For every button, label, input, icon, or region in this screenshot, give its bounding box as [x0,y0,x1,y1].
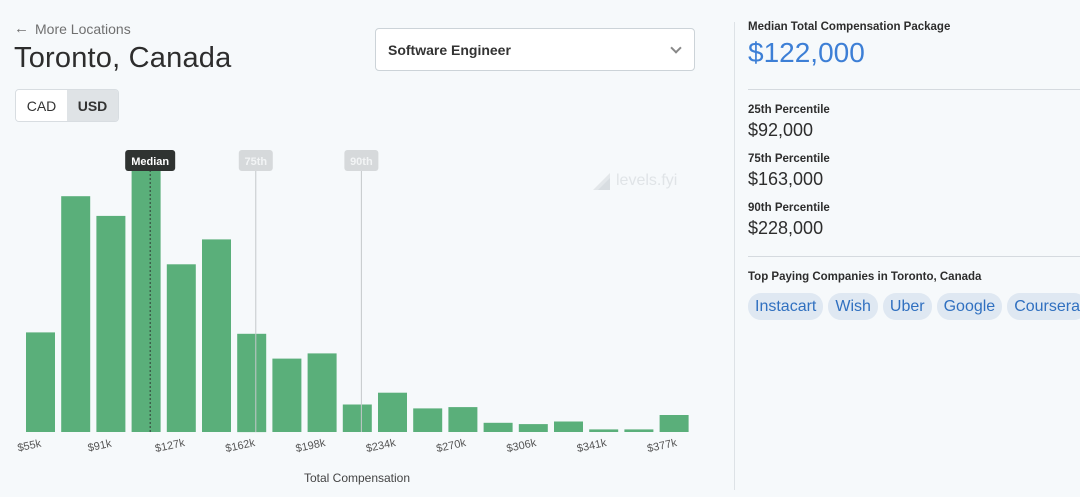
p25-value: $92,000 [748,120,814,140]
company-chip[interactable]: Instacart [748,293,824,320]
x-tick-label: $341k [576,437,608,455]
histogram-bar[interactable] [518,424,548,432]
currency-toggle: CAD USD [15,89,119,122]
companies-list: Instacart Wish Uber Google Coursera [748,293,1080,320]
histogram-bar[interactable] [202,239,231,432]
histogram-bar[interactable] [307,353,337,432]
top-companies-label: Top Paying Companies in Toronto, Canada [748,271,982,283]
histogram-bar[interactable] [272,358,302,432]
watermark: levels.fyi [593,172,677,190]
currency-usd-button[interactable]: USD [67,90,118,121]
histogram-bar[interactable] [166,264,196,432]
page-title: Toronto, Canada [14,42,232,74]
company-chip[interactable]: Coursera [1007,293,1080,320]
panel-divider [734,22,735,490]
x-tick-label: $162k [224,437,256,455]
back-link-label: More Locations [35,20,131,37]
compensation-histogram: Median 75th 90th $55k $91k $127k $162k $198k $2… [16,150,689,485]
x-axis-label: Total Compensation [304,471,410,485]
p75-value: $163,000 [748,169,824,189]
percentile-badge-label: Median [131,156,169,168]
job-title-select[interactable]: Software Engineer [375,28,695,71]
percentile-badge [344,150,379,171]
x-tick-label: $127k [154,437,186,455]
histogram-bar[interactable] [413,408,443,432]
histogram-bar[interactable] [342,404,372,433]
p90-value: $228,000 [748,218,824,238]
x-tick-label: $234k [365,437,397,455]
x-tick-label: $306k [506,437,538,455]
histogram-bar[interactable] [378,392,407,432]
histogram-bar[interactable] [624,429,654,432]
x-tick-label: $55k [16,438,42,455]
watermark-text: levels.fyi [616,172,678,189]
x-tick-label: $270k [435,437,467,455]
percentile-badge [125,150,176,171]
percentile-badge [238,150,273,171]
histogram-bar[interactable] [131,170,161,432]
histogram-bar[interactable] [659,415,689,432]
histogram-bar[interactable] [448,407,478,432]
p90-label: 90th Percentile [748,202,830,214]
x-tick-label: $91k [87,438,113,455]
histogram-bar[interactable] [237,333,267,433]
divider [748,89,1080,90]
x-tick-label: $377k [646,437,678,455]
back-link[interactable]: ← More Locations [14,20,131,37]
job-title-value: Software Engineer [388,41,511,58]
company-chip[interactable]: Wish [828,293,878,320]
percentile-badge-label: 75th [244,156,267,168]
p75-label: 75th Percentile [748,153,830,165]
divider [748,256,1080,257]
histogram-bar[interactable] [61,196,91,432]
median-value: $122,000 [748,37,865,68]
company-chip[interactable]: Google [936,293,1003,320]
currency-cad-button[interactable]: CAD [16,90,67,121]
levels-logo-icon [593,172,610,190]
p25-label: 25th Percentile [748,104,830,116]
chevron-down-icon [670,41,682,54]
histogram-bar[interactable] [26,332,55,432]
arrow-left-icon: ← [14,20,29,37]
histogram-bar[interactable] [589,429,619,432]
histogram-bar[interactable] [96,215,126,432]
percentile-badge-label: 90th [350,156,373,168]
company-chip[interactable]: Uber [882,293,932,320]
histogram-bar[interactable] [554,421,583,433]
x-tick-label: $198k [295,437,327,455]
histogram-bar[interactable] [483,422,513,432]
median-label: Median Total Compensation Package [748,21,951,33]
